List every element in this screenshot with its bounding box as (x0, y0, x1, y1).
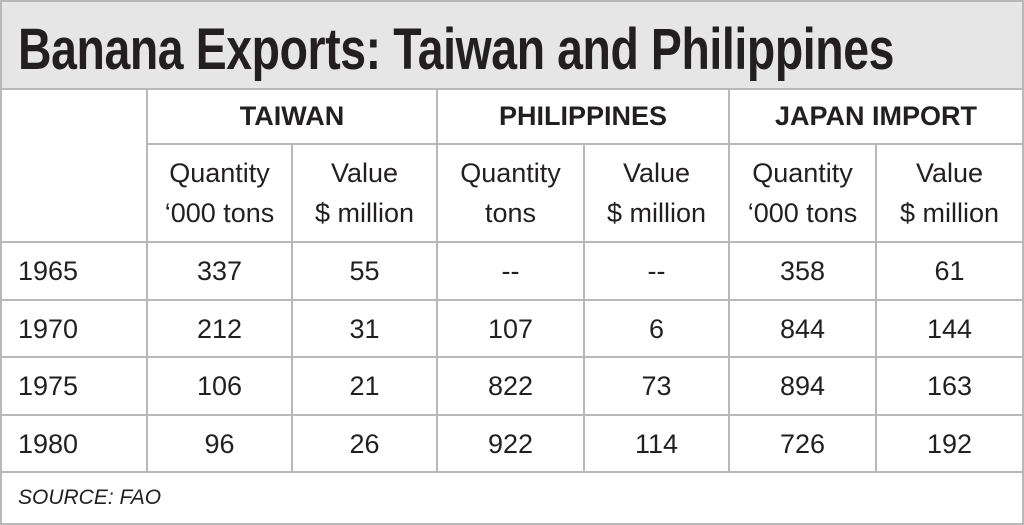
value: 73 (641, 371, 672, 401)
group-header: TAIWAN (148, 88, 438, 145)
value: 26 (349, 428, 380, 459)
table-cell: 822 (438, 358, 585, 416)
table-cell: 26 (293, 416, 438, 473)
table-cell: 114 (585, 416, 730, 473)
value: 61 (934, 256, 965, 286)
table-cell: 358 (730, 243, 877, 301)
sub-header: Value $ million (293, 145, 438, 243)
value: 21 (349, 371, 380, 401)
value: 337 (196, 256, 243, 286)
value: 163 (926, 371, 973, 401)
table-cell: 337 (148, 243, 293, 301)
value: 726 (779, 428, 826, 459)
sub-header-line: Value (330, 158, 399, 188)
year: 1970 (18, 313, 79, 344)
table-cell: 21 (293, 358, 438, 416)
value: 822 (487, 371, 534, 401)
group-header: PHILIPPINES (438, 88, 730, 145)
year: 1975 (18, 371, 79, 401)
blank-cell (2, 88, 148, 243)
source: SOURCE: FAO (18, 486, 162, 509)
table-cell: 212 (148, 301, 293, 358)
title-bar: Banana Exports: Taiwan and Philippines (2, 2, 1022, 90)
table-cell: 1970 (2, 301, 148, 358)
sub-header: Value $ million (585, 145, 730, 243)
table-cell: 31 (293, 301, 438, 358)
sub-header: Quantity tons (438, 145, 585, 243)
value: 922 (487, 428, 534, 459)
sub-header: Value $ million (877, 145, 1022, 243)
value: 358 (779, 256, 826, 286)
table-cell: 1980 (2, 416, 148, 473)
sub-header-line: $ million (606, 198, 707, 228)
value: 894 (779, 371, 826, 401)
sub-header-line: Quantity (169, 158, 270, 188)
group-header: JAPAN IMPORT (730, 88, 1022, 145)
table-cell: 192 (877, 416, 1022, 473)
table-cell: 106 (148, 358, 293, 416)
sub-header-line: Quantity (460, 158, 561, 188)
table-cell: -- (585, 243, 730, 301)
value: 192 (926, 428, 973, 459)
value: -- (501, 256, 520, 286)
table-cell: 96 (148, 416, 293, 473)
sub-header: Quantity ‘000 tons (730, 145, 877, 243)
sub-header: Quantity ‘000 tons (148, 145, 293, 243)
value: 106 (196, 371, 243, 401)
table-cell: 1965 (2, 243, 148, 301)
sub-header-line: $ million (899, 198, 1000, 228)
value: 114 (634, 428, 679, 459)
table-cell: 73 (585, 358, 730, 416)
value: 844 (779, 313, 826, 344)
table-cell: 894 (730, 358, 877, 416)
sub-header-line: ‘000 tons (164, 198, 275, 228)
value: 55 (349, 256, 380, 286)
sub-header-line: ‘000 tons (747, 198, 858, 228)
group-label: JAPAN IMPORT (774, 100, 977, 131)
sub-header-line: Value (622, 158, 691, 188)
table-cell: 6 (585, 301, 730, 358)
table-cell: 1975 (2, 358, 148, 416)
value: 31 (349, 313, 380, 344)
table-cell: 922 (438, 416, 585, 473)
table-cell: 55 (293, 243, 438, 301)
table-cell: 726 (730, 416, 877, 473)
value: 6 (648, 313, 665, 344)
sub-header-line: Quantity (752, 158, 853, 188)
table-cell: 144 (877, 301, 1022, 358)
table-cell: -- (438, 243, 585, 301)
value: 107 (487, 313, 534, 344)
year: 1965 (18, 256, 79, 286)
group-label: TAIWAN (239, 100, 345, 131)
year: 1980 (18, 428, 79, 459)
table-cell: 844 (730, 301, 877, 358)
sub-header-line: $ million (314, 198, 415, 228)
table-cell: 163 (877, 358, 1022, 416)
sub-header-line: Value (915, 158, 984, 188)
title: Banana Exports: Taiwan and Philippines (18, 17, 895, 82)
table-cell: 107 (438, 301, 585, 358)
value: 96 (204, 428, 235, 459)
sub-header-line: tons (484, 198, 537, 228)
value: -- (647, 256, 666, 286)
table-cell: 61 (877, 243, 1022, 301)
group-label: PHILIPPINES (498, 100, 668, 131)
value: 212 (196, 313, 243, 344)
value: 144 (926, 313, 973, 344)
